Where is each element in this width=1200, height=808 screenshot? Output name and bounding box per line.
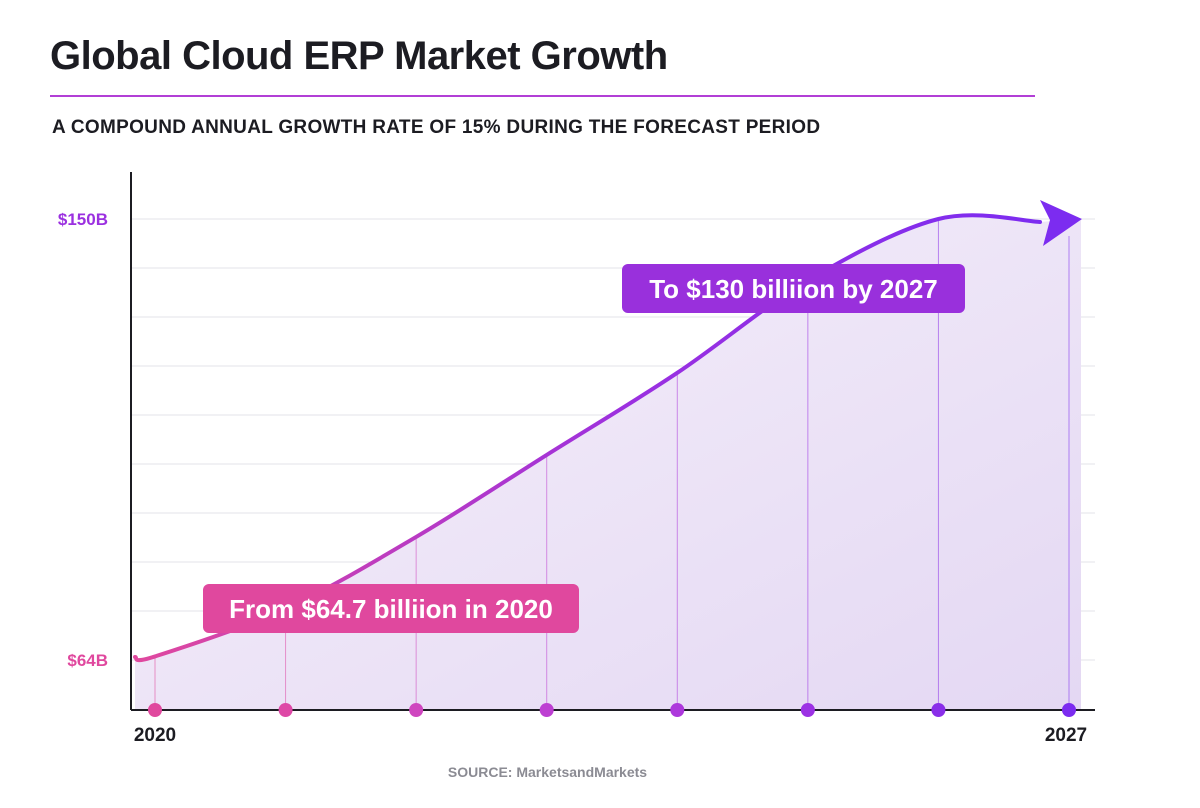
data-point <box>409 703 424 717</box>
chart-title: Global Cloud ERP Market Growth <box>50 34 668 78</box>
data-point <box>800 703 815 717</box>
data-point <box>278 703 293 717</box>
y-tick-label: $150B <box>58 210 108 229</box>
y-tick-label: $64B <box>67 651 108 670</box>
data-point <box>1062 703 1076 717</box>
annotation-text: To $130 billiion by 2027 <box>649 274 938 304</box>
title-divider <box>50 95 1035 97</box>
annotation-text: From $64.7 billiion in 2020 <box>229 594 553 624</box>
arrow-head-icon <box>1040 200 1082 246</box>
x-markers <box>148 703 1076 717</box>
source-note: SOURCE: MarketsandMarkets <box>447 764 648 780</box>
data-point <box>931 703 946 717</box>
data-point <box>148 703 162 717</box>
data-point <box>539 703 554 717</box>
annotation-box <box>622 264 965 313</box>
chart-subtitle: A COMPOUND ANNUAL GROWTH RATE OF 15% DUR… <box>52 117 821 138</box>
annotation-box <box>203 584 579 633</box>
x-tick-label: 2020 <box>134 725 176 746</box>
annotation-start: From $64.7 billiion in 2020 <box>203 584 579 633</box>
annotation-end: To $130 billiion by 2027 <box>622 264 965 313</box>
data-point <box>670 703 685 717</box>
x-tick-label: 2027 <box>1045 725 1087 746</box>
